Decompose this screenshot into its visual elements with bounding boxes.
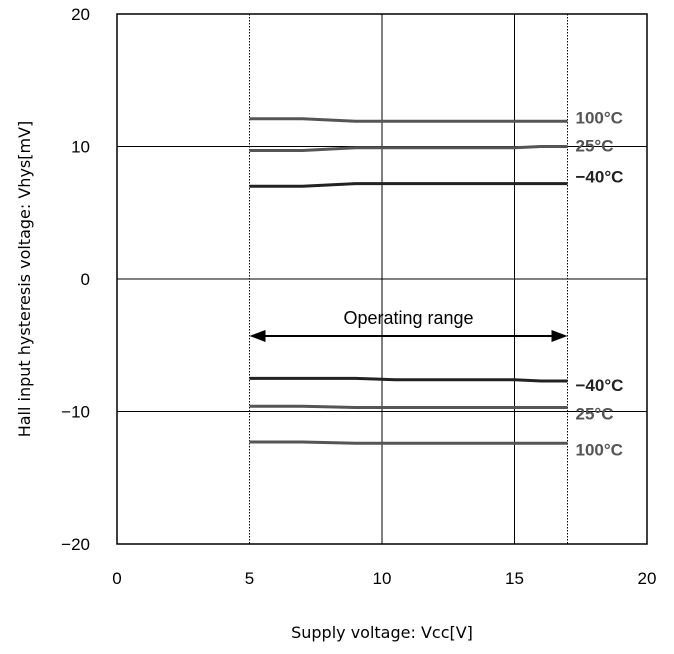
series-label: −40°C [576, 376, 624, 395]
series-label: −40°C [576, 168, 624, 187]
series-line [249, 440, 568, 445]
series-line [249, 145, 568, 152]
x-tick-labels: 0 5 10 15 20 [112, 569, 656, 588]
range-arrow-head-left [249, 329, 266, 342]
x-tick-label: 15 [505, 569, 524, 588]
x-tick-label: 0 [112, 569, 121, 588]
series-lines [249, 117, 568, 445]
range-boundary-lines [249, 14, 568, 544]
series-label: 25°C [576, 137, 614, 156]
y-tick-label: 0 [81, 270, 90, 289]
series-label: 25°C [576, 405, 614, 424]
y-tick-label: 10 [71, 138, 90, 157]
y-tick-label: −20 [61, 535, 90, 554]
series-line [249, 376, 568, 383]
series-line [249, 404, 568, 409]
series-line [249, 117, 568, 123]
operating-range-annotation: Operating range [249, 308, 568, 342]
range-annotation-text: Operating range [343, 308, 473, 328]
y-tick-label: 20 [71, 5, 90, 24]
x-axis-label: Supply voltage: Vcc[V] [291, 623, 473, 642]
plot-frame [116, 13, 648, 545]
x-tick-label: 20 [638, 569, 657, 588]
series-labels: 100°C 25°C −40°C −40°C 25°C 100°C [576, 108, 624, 459]
series-label: 100°C [576, 440, 623, 459]
y-tick-label: −10 [61, 403, 90, 422]
series-line [249, 182, 568, 188]
range-arrow-head-right [551, 329, 568, 342]
series-label: 100°C [576, 108, 623, 127]
y-tick-labels: 20 10 0 −10 −20 [61, 5, 90, 554]
x-tick-label: 10 [373, 569, 392, 588]
x-tick-label: 5 [245, 569, 254, 588]
y-axis-label: Hall input hysteresis voltage: Vhys[mV] [15, 121, 34, 438]
